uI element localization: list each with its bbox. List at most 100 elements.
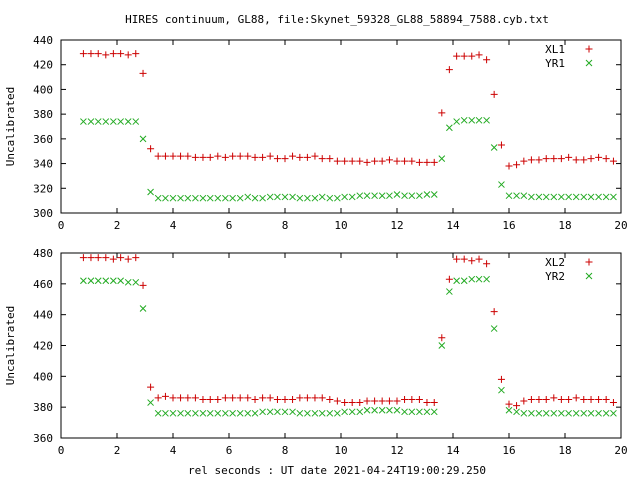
data-point (192, 194, 199, 202)
data-point (475, 255, 483, 263)
data-point (191, 394, 199, 402)
panel-1: 0 2 4 6 8 10 12 14 16 18 20 300 320 340 360 380 400 420 44… (4, 34, 628, 232)
data-point (102, 254, 110, 262)
data-point (558, 409, 565, 417)
data-point (214, 152, 222, 160)
data-point (274, 193, 281, 201)
data-point (266, 193, 274, 201)
data-point (483, 56, 491, 64)
data-point (303, 153, 311, 161)
data-point (475, 116, 483, 124)
data-point (550, 193, 558, 201)
data-point (266, 394, 274, 402)
data-point (102, 118, 110, 125)
data-point (386, 406, 393, 414)
data-point (251, 395, 259, 403)
data-point (580, 409, 588, 417)
data-point (423, 399, 431, 407)
data-point (408, 408, 416, 416)
data-point (229, 152, 237, 160)
data-point (490, 325, 498, 332)
data-point (206, 194, 214, 202)
data-point (430, 408, 438, 416)
data-point (416, 408, 423, 416)
data-point (542, 155, 550, 163)
y-tick-label: 380 (33, 108, 53, 121)
data-point (438, 334, 446, 342)
data-point (572, 193, 580, 201)
data-point (423, 191, 431, 198)
x-tick-label: 20 (614, 444, 627, 457)
data-point (229, 394, 237, 402)
data-point (341, 399, 349, 407)
data-point (460, 52, 468, 60)
data-point (595, 193, 602, 201)
data-point (154, 152, 162, 160)
data-point (498, 181, 505, 188)
data-point (79, 254, 87, 262)
data-point (378, 397, 386, 405)
x-tick-label: 6 (226, 219, 233, 232)
legend-label: XL1 (545, 43, 565, 56)
data-point (535, 395, 543, 403)
x-axis-label: rel seconds : UT date 2021-04-24T19:00:2… (188, 464, 486, 477)
data-point (483, 275, 490, 283)
data-point (236, 394, 244, 402)
data-point (602, 395, 610, 403)
data-point (124, 118, 132, 125)
data-point (311, 409, 319, 417)
data-point (371, 157, 379, 165)
data-point (602, 155, 610, 163)
data-point (169, 394, 177, 402)
data-point (244, 394, 252, 402)
data-point (393, 191, 401, 198)
data-point (177, 394, 185, 402)
y-tick-label: 440 (33, 34, 53, 47)
data-point (147, 399, 154, 406)
data-point (214, 395, 222, 403)
data-point (609, 399, 617, 407)
data-point (415, 158, 423, 166)
data-point (520, 409, 528, 417)
data-point (214, 194, 222, 202)
data-point (393, 157, 401, 165)
data-point (289, 193, 296, 201)
y-tick-label: 380 (33, 401, 53, 414)
data-point (326, 409, 334, 417)
data-point (513, 408, 520, 416)
data-point (273, 155, 281, 163)
data-point (87, 254, 95, 262)
data-point (572, 156, 580, 164)
data-point (565, 409, 572, 417)
data-point (80, 118, 87, 125)
series-YR2 (80, 275, 617, 417)
data-point (453, 277, 460, 285)
data-point (266, 408, 274, 416)
data-point (385, 156, 393, 164)
data-point (192, 409, 199, 417)
data-point (206, 153, 214, 161)
data-point (251, 409, 259, 417)
data-point (423, 408, 431, 416)
data-point (460, 277, 468, 285)
data-point (199, 409, 207, 417)
data-point (587, 395, 595, 403)
data-point (348, 193, 356, 201)
data-point (408, 192, 416, 200)
data-point (520, 192, 528, 200)
data-point (161, 392, 169, 400)
data-point (356, 157, 364, 165)
data-point (87, 277, 95, 285)
data-point (497, 141, 505, 149)
data-point (311, 194, 319, 202)
x-tick-label: 16 (502, 219, 515, 232)
data-point (117, 277, 124, 285)
x-tick-label: 12 (390, 444, 403, 457)
data-point (468, 52, 476, 60)
data-point (550, 155, 558, 163)
data-point (191, 153, 199, 161)
data-point (281, 155, 289, 163)
data-point (289, 408, 296, 416)
x-tick-label: 20 (614, 219, 627, 232)
